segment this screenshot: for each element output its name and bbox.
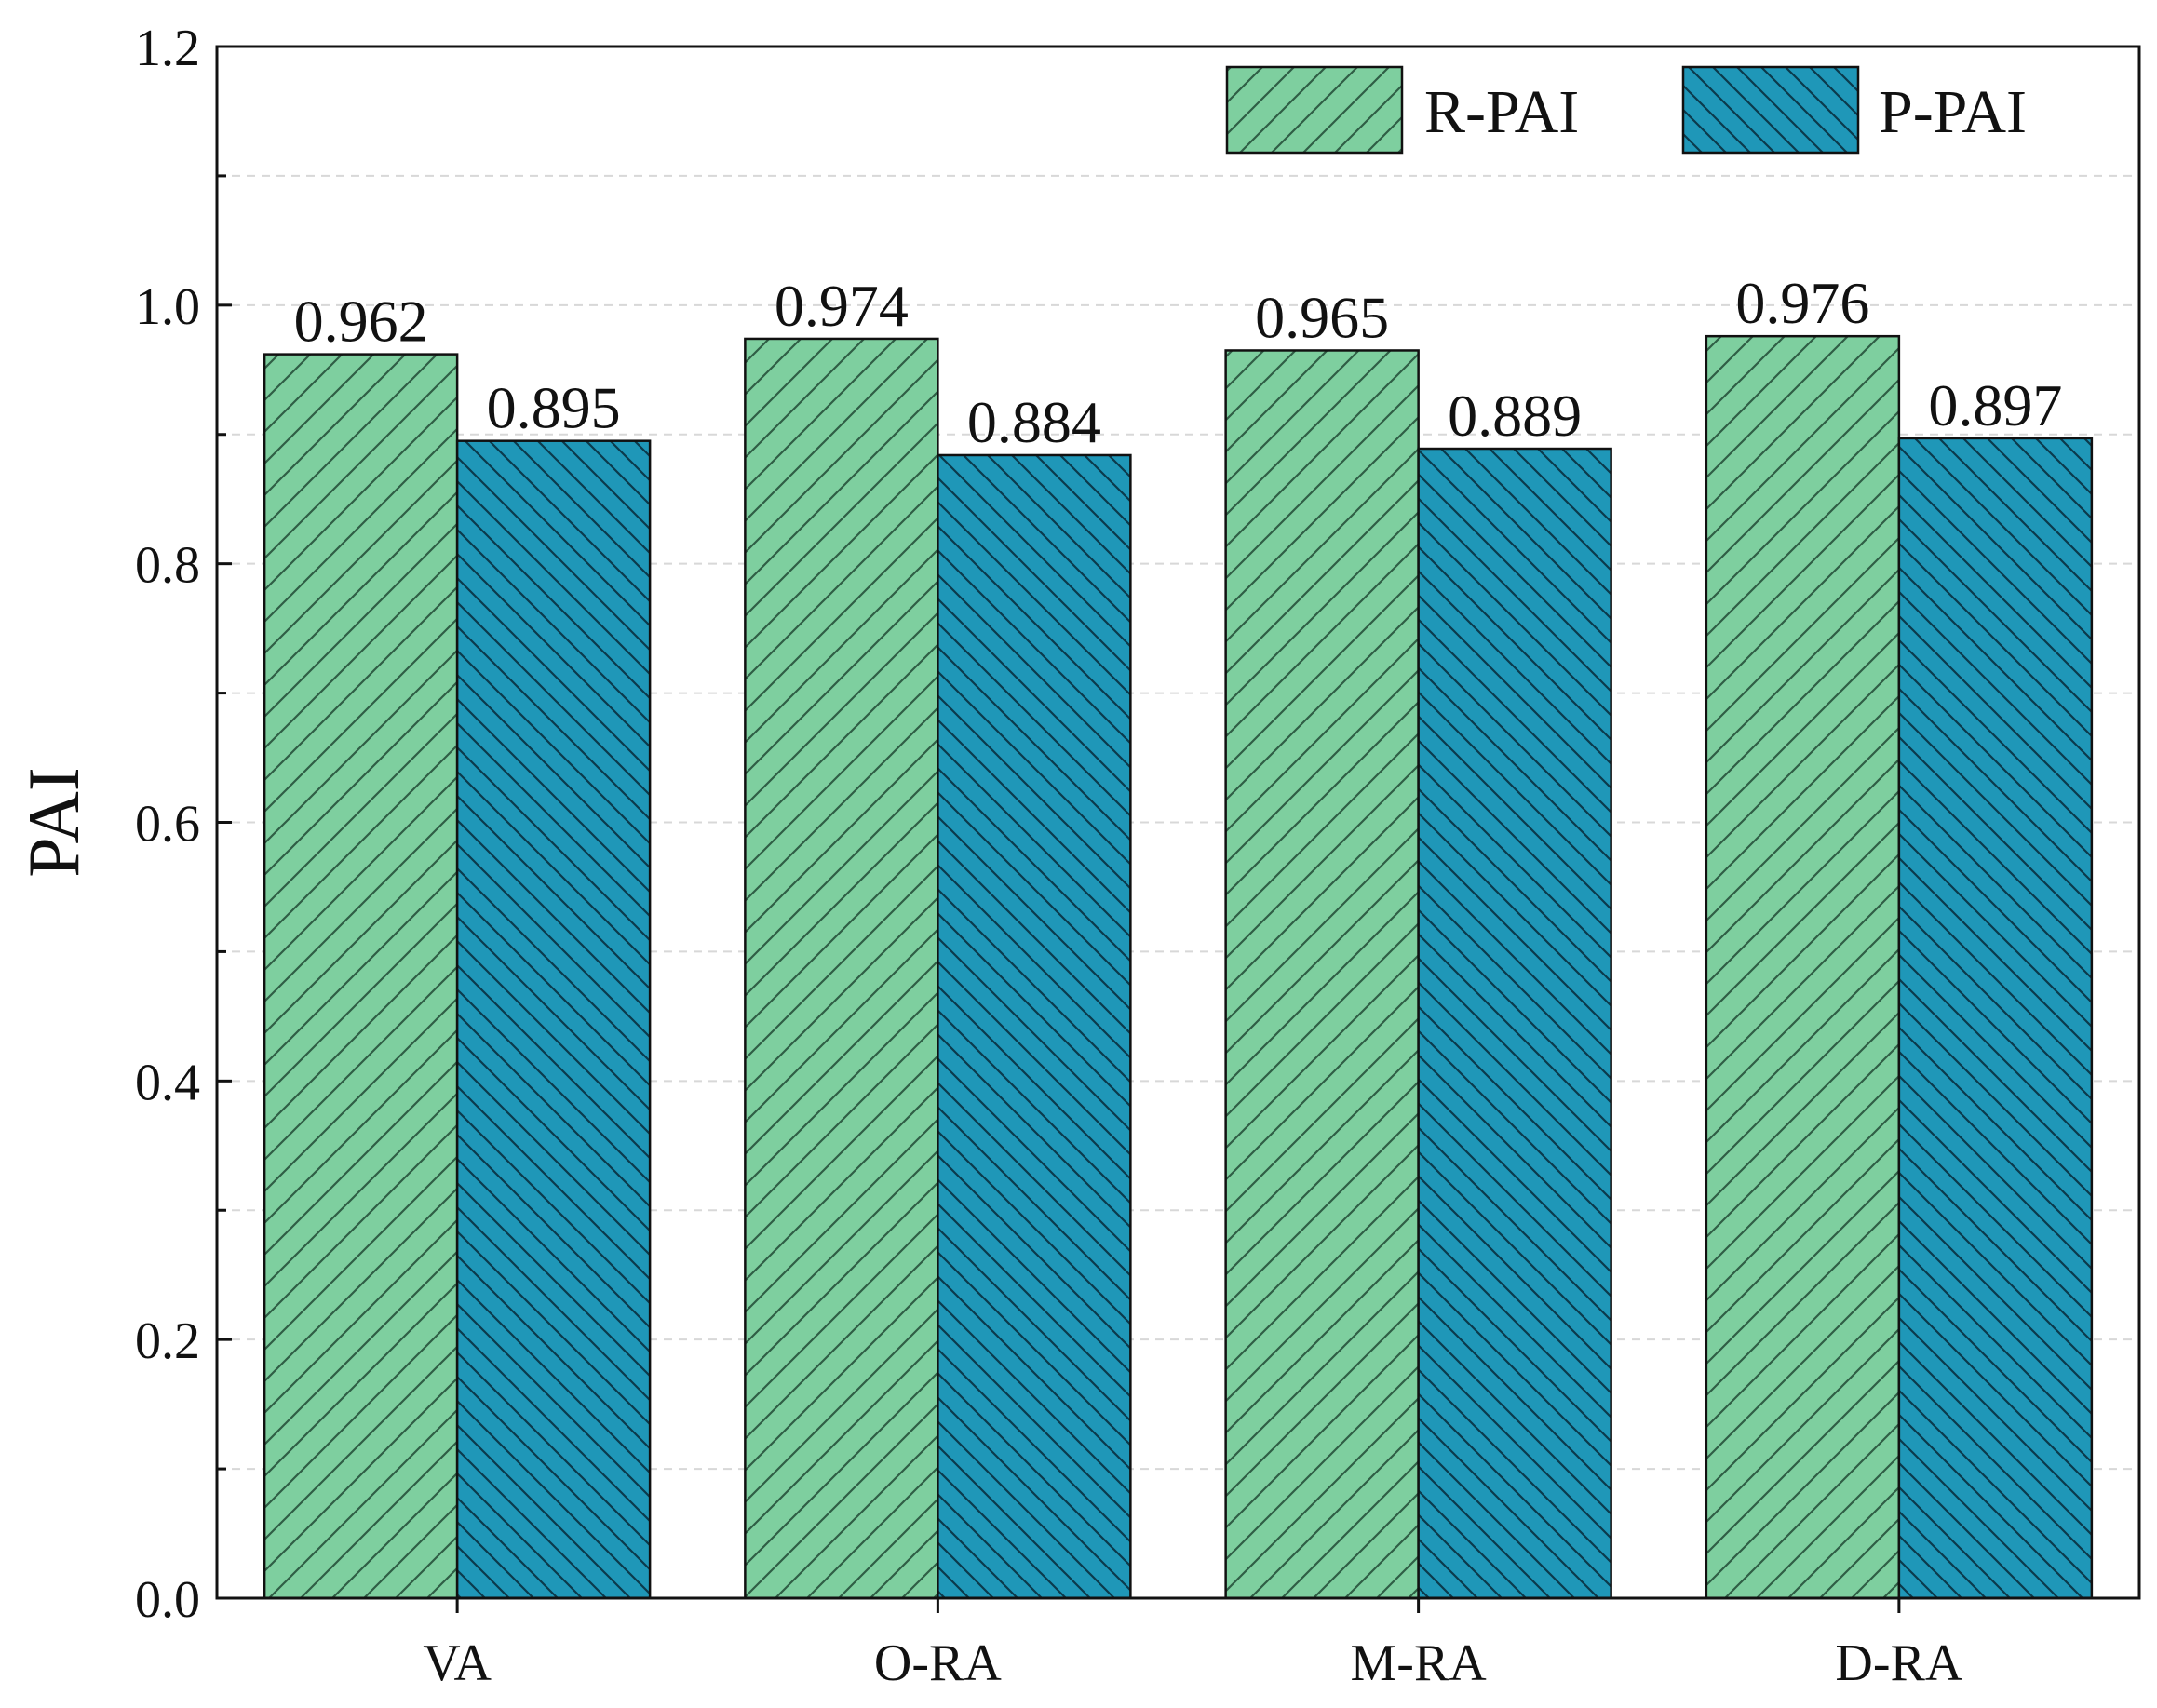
y-tick-label: 0.0	[135, 1571, 200, 1629]
data-label-r-pai-o-ra: 0.974	[775, 273, 909, 339]
data-labels: 0.962 0.895 0.974 0.884 0.965 0.889 0.976 0.897	[294, 270, 2063, 455]
legend-label-p-pai: P-PAI	[1879, 78, 2027, 146]
bar-r-pai-o-ra	[744, 337, 939, 1600]
data-label-p-pai-d-ra: 0.897	[1928, 372, 2062, 438]
bar-p-pai-d-ra	[1897, 437, 2094, 1600]
y-tick-label: 0.2	[135, 1312, 200, 1370]
x-tick-label-o-ra: O-RA	[874, 1634, 1002, 1692]
x-axis: VA O-RA M-RA D-RA	[423, 1598, 1963, 1692]
x-tick-label-va: VA	[423, 1634, 492, 1692]
y-tick-label: 0.4	[135, 1054, 200, 1111]
bar-r-pai-va	[263, 353, 459, 1600]
bar-p-pai-m-ra	[1417, 447, 1612, 1600]
data-label-p-pai-m-ra: 0.889	[1448, 383, 1582, 449]
bar-r-pai-m-ra	[1224, 349, 1420, 1600]
data-label-p-pai-o-ra: 0.884	[967, 389, 1101, 455]
legend-label-r-pai: R-PAI	[1424, 78, 1579, 146]
y-axis: 0.0 0.2 0.4 0.6 0.8 1.0 1.2	[135, 20, 232, 1629]
y-tick-label: 1.0	[135, 278, 200, 336]
y-axis-label: PAI	[13, 767, 94, 878]
bar-p-pai-va	[455, 439, 652, 1600]
y-tick-label: 0.6	[135, 796, 200, 854]
legend: R-PAI P-PAI	[1225, 65, 2027, 155]
x-tick-label-d-ra: D-RA	[1835, 1634, 1962, 1692]
y-tick-label: 0.8	[135, 537, 200, 595]
data-label-r-pai-m-ra: 0.965	[1255, 284, 1389, 350]
x-tick-label-m-ra: M-RA	[1351, 1634, 1488, 1692]
data-label-p-pai-va: 0.895	[487, 375, 621, 441]
data-label-r-pai-va: 0.962	[294, 289, 428, 355]
bar-r-pai-d-ra	[1705, 334, 1901, 1600]
data-label-r-pai-d-ra: 0.976	[1735, 270, 1869, 336]
legend-swatch-r-pai	[1225, 65, 1404, 155]
y-tick-label: 1.2	[135, 20, 200, 77]
bars	[263, 334, 2094, 1600]
bar-p-pai-o-ra	[937, 453, 1132, 1600]
legend-swatch-p-pai	[1681, 65, 1860, 155]
